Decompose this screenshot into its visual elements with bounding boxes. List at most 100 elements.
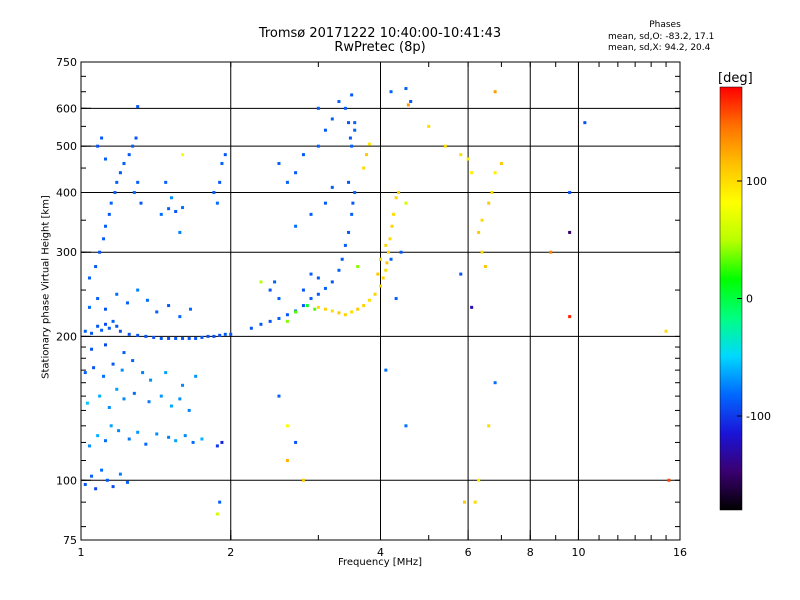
legend-title: Phases: [649, 20, 681, 30]
data-point: [96, 297, 100, 301]
legend-stats-o: mean, sd,O: -83.2, 17.1: [608, 32, 715, 42]
data-point: [125, 301, 129, 305]
data-point: [285, 180, 289, 184]
data-point: [459, 272, 463, 276]
data-point: [313, 307, 317, 311]
data-point: [181, 153, 185, 157]
data-point: [94, 487, 98, 491]
data-point: [229, 332, 233, 336]
data-point: [389, 90, 393, 94]
data-point: [348, 136, 352, 140]
data-point: [427, 124, 431, 128]
data-point: [132, 190, 136, 194]
data-point: [305, 304, 309, 308]
data-point: [147, 400, 151, 404]
x-tick-label: 16: [673, 546, 687, 559]
data-point: [323, 307, 327, 311]
data-point: [389, 257, 393, 261]
data-point: [87, 276, 91, 280]
data-point: [277, 394, 281, 398]
data-point: [379, 284, 382, 288]
data-point: [164, 180, 168, 184]
data-point: [98, 250, 102, 254]
data-point: [316, 305, 320, 309]
colorbar-ticks: -100 0 100: [737, 175, 771, 423]
data-point: [277, 297, 281, 301]
data-point: [568, 315, 572, 319]
data-point: [285, 458, 289, 462]
colorbar-tick-label: 100: [746, 175, 767, 188]
data-point: [285, 313, 289, 317]
data-point: [83, 329, 87, 333]
data-point: [215, 512, 219, 516]
data-point: [188, 307, 192, 311]
y-tick-label: 400: [56, 186, 77, 199]
data-point: [365, 153, 369, 157]
data-point: [111, 362, 115, 366]
data-point: [259, 280, 263, 284]
data-point: [164, 371, 168, 375]
y-tick-label: 75: [63, 534, 77, 547]
data-point: [397, 190, 401, 194]
data-point: [149, 378, 153, 382]
data-point: [134, 136, 138, 140]
data-point: [90, 331, 94, 335]
data-point: [100, 328, 104, 332]
data-point: [194, 374, 198, 378]
data-point: [343, 106, 347, 110]
data-point: [388, 237, 392, 241]
data-point: [107, 212, 111, 216]
data-point: [483, 265, 487, 269]
data-point: [385, 261, 389, 265]
data-point: [105, 478, 109, 482]
data-point: [102, 237, 106, 241]
data-point: [109, 424, 113, 428]
data-point: [350, 310, 354, 314]
data-point: [285, 319, 289, 323]
data-point: [399, 250, 403, 254]
data-point: [94, 265, 98, 269]
data-point: [301, 288, 305, 292]
data-point: [316, 276, 320, 280]
data-point: [340, 257, 344, 261]
data-point: [218, 333, 222, 337]
data-point: [351, 201, 355, 205]
data-point: [115, 324, 119, 328]
data-point: [145, 298, 149, 302]
data-point: [113, 190, 117, 194]
data-point: [122, 161, 126, 165]
data-point: [343, 243, 347, 247]
data-point: [111, 319, 115, 323]
data-point: [136, 430, 140, 434]
data-point: [122, 397, 126, 401]
data-point: [218, 180, 222, 184]
data-point: [394, 297, 398, 301]
y-tick-label: 600: [56, 102, 77, 115]
y-tick-label: 300: [56, 246, 77, 259]
data-point: [107, 405, 111, 409]
data-point: [330, 185, 334, 189]
y-axis-ticks: 75 100 200 300 400 500 600 750: [56, 56, 680, 547]
data-point: [159, 212, 163, 216]
data-point: [103, 224, 107, 228]
data-point: [323, 286, 327, 290]
data-point: [218, 500, 222, 504]
data-point: [316, 144, 320, 148]
data-point: [477, 230, 481, 234]
data-point: [337, 311, 341, 315]
data-point: [367, 142, 371, 146]
data-point: [103, 322, 107, 326]
data-point: [394, 196, 398, 200]
data-point: [169, 196, 173, 200]
data-point: [167, 304, 171, 308]
data-point: [220, 440, 224, 444]
data-point: [356, 265, 360, 269]
data-point: [212, 334, 216, 338]
data-point: [667, 478, 671, 482]
x-axis-ticks: 1 2 4 6 8 10 16: [78, 62, 687, 559]
data-point: [409, 100, 413, 104]
data-point: [367, 298, 371, 302]
data-point: [206, 334, 210, 338]
data-point: [159, 336, 163, 340]
data-point: [92, 366, 96, 370]
